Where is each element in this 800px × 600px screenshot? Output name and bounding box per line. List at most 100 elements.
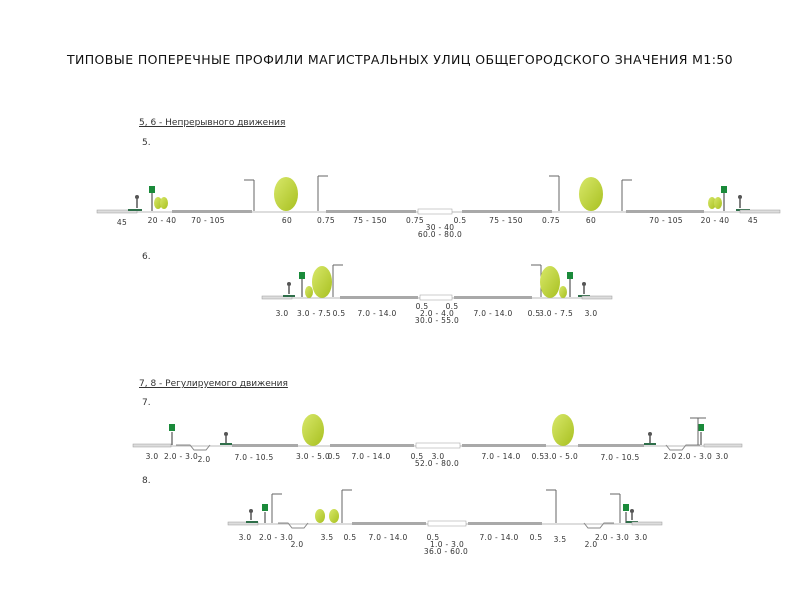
dim-label: 3.0 - 7.5 [538, 309, 574, 318]
street-lamp-icon [271, 493, 282, 523]
road-sign-icon [169, 424, 175, 445]
tree-icon [315, 509, 325, 523]
dim-label: 2.0 [290, 540, 304, 549]
dim-label: 0.75 [317, 216, 335, 225]
dim-label: 3.0 - 5.0 [543, 452, 579, 461]
street-lamp-icon [332, 264, 343, 297]
dim-label: 7.0 - 14.0 [357, 309, 397, 318]
tree-icon [154, 197, 162, 209]
tree-icon [579, 177, 603, 211]
median [417, 208, 453, 215]
sidewalk-right [631, 521, 663, 526]
sidewalk-left [132, 443, 172, 448]
street-lamp-icon [690, 417, 706, 445]
dim-label: 0.5 [453, 216, 467, 225]
roadway [232, 444, 298, 447]
dim-label: 0.5 [332, 309, 346, 318]
tree-icon [708, 197, 716, 209]
road-sign-icon [623, 504, 629, 523]
roadway [330, 444, 414, 447]
dim-label: 70 - 105 [191, 216, 225, 225]
dim-label: 3.5 [320, 533, 334, 542]
dim-label: 2.0 [663, 452, 677, 461]
dim-label: 45 [116, 218, 128, 227]
dim-label: 2.0 [197, 455, 211, 464]
dim-label: 3.0 [584, 309, 598, 318]
dim-label: 3.5 [553, 535, 567, 544]
dim-label: 60.0 - 80.0 [417, 230, 463, 239]
dim-label: 75 - 150 [353, 216, 387, 225]
dim-label: 0.5 [410, 452, 424, 461]
dim-label: 0.5 [415, 302, 429, 311]
sidewalk-right [703, 443, 743, 448]
dim-label: 7.0 - 14.0 [368, 533, 408, 542]
ditch [176, 444, 211, 451]
dim-label: 20 - 40 [700, 216, 730, 225]
profile-label-7: 7. [142, 398, 151, 408]
dim-label: 3.0 [238, 533, 252, 542]
profile-label-6: 6. [142, 252, 151, 262]
page-title: ТИПОВЫЕ ПОПЕРЕЧНЫЕ ПРОФИЛИ МАГИСТРАЛЬНЫХ… [66, 52, 734, 67]
street-lamp-icon [531, 264, 542, 297]
dim-label: 3.0 [715, 452, 729, 461]
road-sign-icon [567, 272, 573, 297]
sidewalk-left [261, 295, 293, 300]
dim-label: 0.5 [327, 452, 341, 461]
grass-strip [220, 443, 232, 445]
dim-label: 3.0 [431, 452, 445, 461]
profile-label-5: 5. [142, 138, 151, 148]
dim-label: 0.5 [529, 533, 543, 542]
dim-label: 1.0 - 3.0 [429, 540, 465, 549]
pedestrian-icon [582, 282, 586, 294]
roadway [462, 444, 546, 447]
dim-label: 7.0 - 14.0 [481, 452, 521, 461]
pedestrian-icon [630, 509, 634, 520]
road-sign-icon [299, 272, 305, 297]
road-sign-icon [721, 186, 727, 211]
tree-icon [160, 197, 168, 209]
dim-label: 3.0 - 5.0 [295, 452, 331, 461]
dim-label: 7.0 - 14.0 [479, 533, 519, 542]
grass-strip [644, 443, 656, 445]
dim-label: 0.5 [445, 302, 459, 311]
street-lamp-icon [621, 179, 632, 211]
grass-strip [283, 295, 295, 297]
tree-icon [312, 266, 332, 298]
grass-strip [246, 521, 258, 523]
dim-label: 7.0 - 14.0 [473, 309, 513, 318]
dim-label: 36.0 - 60.0 [423, 547, 469, 556]
tree-icon [305, 286, 313, 298]
pedestrian-icon [224, 432, 228, 443]
dim-label: 2.0 - 3.0 [594, 533, 630, 542]
dim-label: 3.0 [634, 533, 648, 542]
profile-5 [96, 175, 781, 215]
tree-icon [559, 286, 567, 298]
dim-label: 0.75 [406, 216, 424, 225]
dim-label: 52.0 - 80.0 [414, 459, 460, 468]
median [415, 442, 461, 449]
dim-label: 30.0 - 55.0 [414, 316, 460, 325]
profile-label-8: 8. [142, 476, 151, 486]
sidewalk-left [227, 521, 259, 526]
profile-6 [261, 264, 613, 301]
pedestrian-icon [249, 509, 253, 520]
ditch [278, 522, 309, 529]
dim-label: 7.0 - 14.0 [351, 452, 391, 461]
dim-label: 3.0 [275, 309, 289, 318]
tree-icon [302, 414, 324, 446]
street-lamp-icon [317, 175, 328, 211]
roadway [340, 296, 418, 299]
road-sign-icon [698, 424, 704, 445]
tree-icon [329, 509, 339, 523]
dim-label: 0.5 [426, 533, 440, 542]
roadway [172, 210, 252, 213]
ditch [665, 444, 700, 451]
tree-icon [274, 177, 298, 211]
section-heading-continuous: 5, 6 - Непрерывного движения [139, 118, 286, 128]
dim-label: 3.0 - 7.5 [296, 309, 332, 318]
dim-label: 70 - 105 [649, 216, 683, 225]
street-lamp-icon [244, 179, 255, 211]
ditch [583, 522, 614, 529]
street-lamp-icon [610, 493, 621, 523]
